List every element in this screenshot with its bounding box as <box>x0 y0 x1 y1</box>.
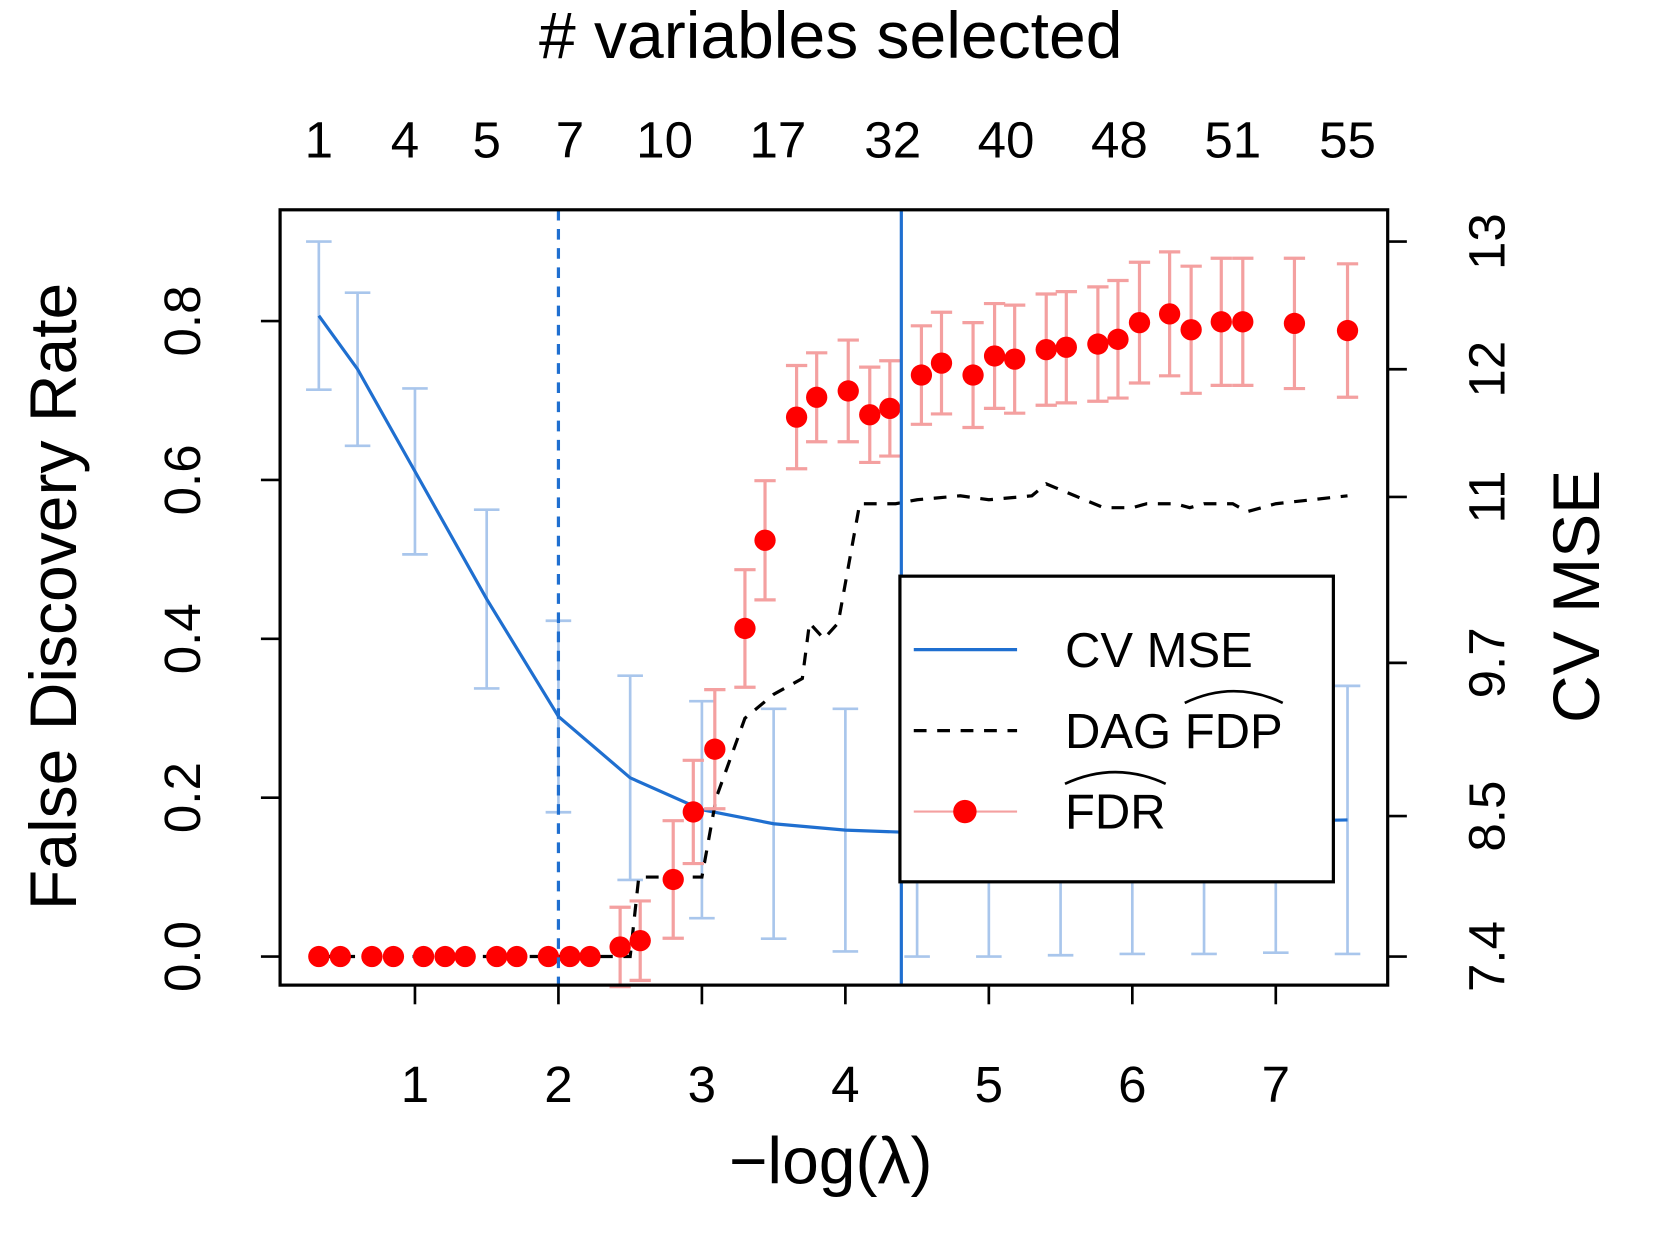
point <box>704 738 726 760</box>
series-line <box>318 482 1348 959</box>
y2-tick-label: 7.4 <box>1459 921 1516 992</box>
x2-tick-label: 55 <box>1319 111 1376 168</box>
point <box>1055 336 1077 358</box>
x2-tick-label: 1 <box>305 111 333 168</box>
point <box>412 945 435 968</box>
point <box>454 945 476 968</box>
y-tick-label: 0.8 <box>154 285 211 356</box>
y2-tick-label: 13 <box>1459 213 1516 270</box>
y2-tick-label: 9.7 <box>1459 627 1516 698</box>
y-tick-label: 0.2 <box>154 762 211 833</box>
point <box>559 945 581 968</box>
point <box>1210 311 1232 333</box>
x-tick-label: 5 <box>975 1056 1003 1113</box>
point <box>1336 319 1359 342</box>
x2-tick-label: 5 <box>472 111 500 168</box>
x-tick-label: 6 <box>1118 1056 1146 1113</box>
point <box>1232 311 1254 333</box>
y2-tick-label: 8.5 <box>1459 781 1516 852</box>
y2-tick-label: 11 <box>1459 470 1516 523</box>
y-tick-label: 0.6 <box>154 444 211 515</box>
point <box>785 406 808 428</box>
y-axis-title: False Discovery Rate <box>16 283 90 910</box>
legend-label: CV MSE <box>1065 624 1253 678</box>
x-tick-label: 3 <box>688 1056 716 1113</box>
y-tick-label: 0.0 <box>154 921 211 992</box>
plot-root: # variables selected −log(λ) False Disco… <box>16 0 1613 1198</box>
x2-tick-label: 4 <box>391 111 419 168</box>
point <box>629 929 651 952</box>
point <box>1107 328 1129 350</box>
point <box>662 868 684 891</box>
point <box>930 352 953 374</box>
x-tick-label: 4 <box>831 1056 859 1113</box>
error-bar <box>306 240 332 392</box>
point <box>506 945 528 968</box>
point <box>1128 311 1151 334</box>
x2-tick-label: 17 <box>750 111 807 168</box>
point <box>537 945 560 968</box>
point <box>1283 312 1306 335</box>
point <box>1158 303 1181 325</box>
legend-label: FDR <box>1065 786 1166 840</box>
point <box>682 801 704 823</box>
point <box>879 397 901 420</box>
y2-axis-title: CV MSE <box>1539 470 1613 723</box>
point <box>1180 319 1202 341</box>
point <box>859 404 881 426</box>
y-tick-label: 0.4 <box>154 603 211 674</box>
point <box>1035 338 1057 361</box>
point <box>1004 348 1026 370</box>
point <box>734 617 756 640</box>
x2-tick-label: 7 <box>556 111 584 168</box>
x-tick-label: 1 <box>401 1056 429 1113</box>
point <box>382 945 405 968</box>
point <box>434 945 456 968</box>
x2-tick-label: 51 <box>1204 111 1261 168</box>
x-tick-label: 2 <box>544 1056 572 1113</box>
x-tick-label: 7 <box>1262 1056 1290 1113</box>
point <box>754 529 776 551</box>
point <box>806 386 828 408</box>
point <box>1087 333 1109 355</box>
hat-accent <box>1184 689 1284 705</box>
y2-tick-label: 12 <box>1459 341 1516 398</box>
x2-tick-label: 32 <box>864 111 921 168</box>
point <box>910 364 933 386</box>
point <box>579 945 601 968</box>
point <box>962 364 984 386</box>
plot-frame <box>278 208 1390 987</box>
point <box>361 945 383 968</box>
point <box>486 945 508 968</box>
legend: CV MSE DAG FDP FDR <box>898 574 1335 884</box>
x2-tick-label: 10 <box>636 111 693 168</box>
point <box>308 945 330 968</box>
x2-tick-label: 48 <box>1091 111 1148 168</box>
hat-accent <box>1064 770 1167 786</box>
x-axis-title: −log(λ) <box>729 1124 933 1198</box>
x2-tick-label: 40 <box>978 111 1035 168</box>
chart-title: # variables selected <box>539 0 1122 72</box>
point <box>983 345 1006 367</box>
legend-label: DAG FDP <box>1065 705 1283 759</box>
point <box>837 380 859 402</box>
error-bar <box>1334 684 1361 956</box>
point <box>609 936 631 958</box>
legend-swatch <box>953 799 977 824</box>
point <box>329 945 352 968</box>
